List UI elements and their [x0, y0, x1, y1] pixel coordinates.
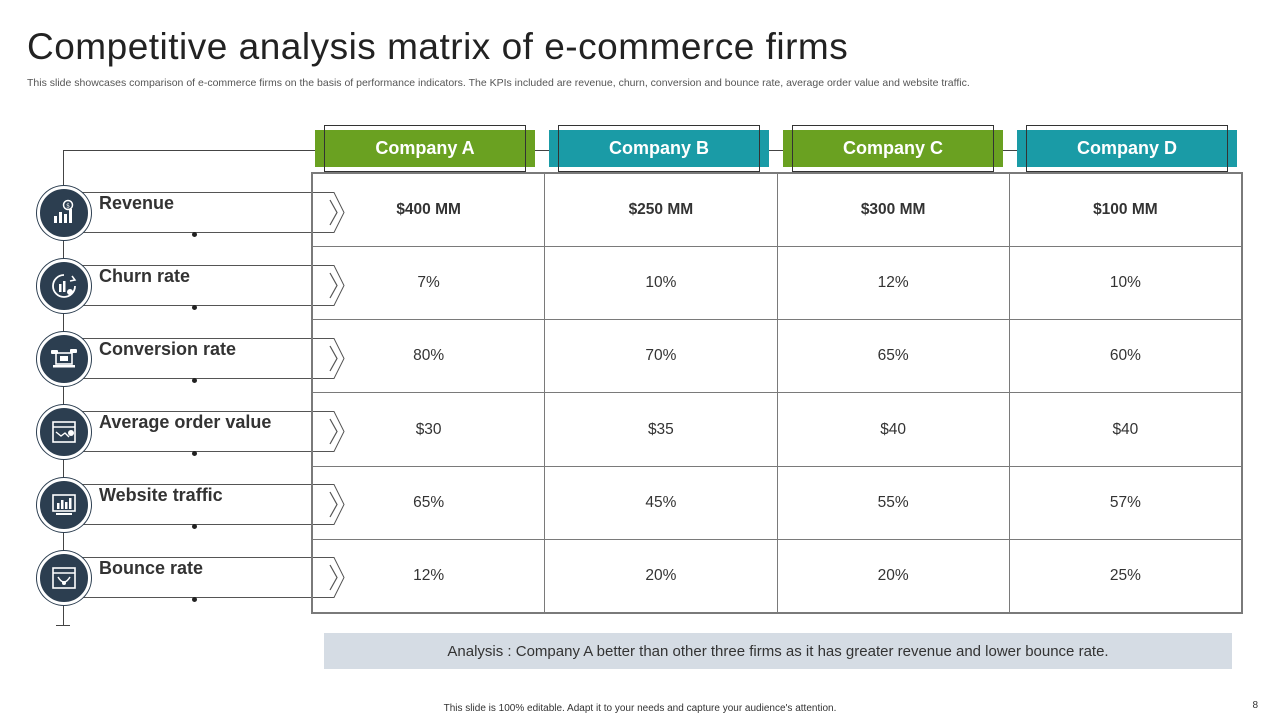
kpi-label: Revenue — [99, 193, 175, 213]
table-cell: 55% — [776, 465, 1010, 540]
table-cell: 20% — [776, 538, 1010, 614]
table-cell: 12% — [776, 246, 1010, 321]
kpi-label: Churn rate — [99, 266, 191, 286]
table-cell: 12% — [311, 538, 546, 614]
kpi-dot — [192, 597, 197, 602]
kpi-row-churn: Churn rate — [37, 259, 345, 313]
company-header-frame — [324, 125, 526, 172]
company-name: Company C — [842, 138, 943, 158]
company-name: Company B — [608, 138, 709, 158]
kpi-dot — [192, 232, 197, 237]
company-header-fill — [783, 130, 1003, 167]
kpi-row-revenue: $ Revenue — [37, 186, 345, 240]
monitor-traffic-icon — [37, 478, 91, 532]
company-name: Company A — [375, 138, 475, 158]
analysis-note: Analysis : Company A better than other t… — [324, 633, 1232, 669]
kpi-dot — [192, 378, 197, 383]
kpi-label: Average order value — [99, 412, 272, 432]
header-connector — [1003, 150, 1017, 151]
company-header-frame — [792, 125, 994, 172]
table-cell: $100 MM — [1008, 172, 1243, 248]
kpi-row-order-value: Average order value — [37, 405, 345, 459]
table-cell: $30 — [311, 392, 546, 467]
kpi-dot — [192, 451, 197, 456]
header-connector — [769, 150, 783, 151]
company-header-frame — [558, 125, 760, 172]
table-row: 7% 10% 12% 10% — [311, 246, 1243, 321]
kpi-row-bounce-rate: Bounce rate — [37, 551, 345, 605]
bounce-icon — [37, 551, 91, 605]
comparison-table: $400 MM $250 MM $300 MM $100 MM 7% 10% 1… — [311, 172, 1243, 614]
kpi-label: Conversion rate — [99, 339, 237, 359]
table-cell: 45% — [544, 465, 778, 540]
table-cell: 70% — [544, 319, 778, 394]
table-cell: 80% — [311, 319, 546, 394]
company-header-fill — [549, 130, 769, 167]
table-cell: 10% — [1008, 246, 1243, 321]
table-cell: $400 MM — [311, 172, 546, 248]
page-number: 8 — [1252, 700, 1258, 711]
slide-footer: This slide is 100% editable. Adapt it to… — [443, 703, 837, 714]
table-cell: $35 — [544, 392, 778, 467]
table-cell: $250 MM — [544, 172, 778, 248]
table-cell: 20% — [544, 538, 778, 614]
rail-end-cap — [56, 625, 70, 626]
company-header-c: Company C — [783, 125, 1003, 172]
header-connector — [535, 150, 549, 151]
kpi-row-website-traffic: Website traffic — [37, 478, 345, 532]
revenue-chart-icon: $ — [37, 186, 91, 240]
laptop-conversion-icon — [37, 332, 91, 386]
table-row: 80% 70% 65% 60% — [311, 319, 1243, 394]
table-row: $30 $35 $40 $40 — [311, 392, 1243, 467]
table-cell: $40 — [1008, 392, 1243, 467]
slide-title: Competitive analysis matrix of e-commerc… — [27, 26, 849, 67]
table-cell: $300 MM — [776, 172, 1010, 248]
kpi-rail — [63, 150, 64, 626]
churn-icon — [37, 259, 91, 313]
company-header-fill — [315, 130, 535, 167]
table-cell: 25% — [1008, 538, 1243, 614]
rail-top-connector — [63, 150, 317, 151]
slide-subtitle: This slide showcases comparison of e-com… — [27, 77, 970, 89]
table-cell: 57% — [1008, 465, 1243, 540]
company-header-d: Company D — [1017, 125, 1237, 172]
order-value-icon — [37, 405, 91, 459]
kpi-dot — [192, 524, 197, 529]
company-header-fill — [1017, 130, 1237, 167]
table-cell: 7% — [311, 246, 546, 321]
kpi-row-conversion: Conversion rate — [37, 332, 345, 386]
kpi-label: Website traffic — [99, 485, 223, 505]
svg-text:$: $ — [66, 203, 70, 210]
company-header-frame — [1026, 125, 1228, 172]
table-cell: 60% — [1008, 319, 1243, 394]
table-cell: 65% — [311, 465, 546, 540]
company-header-a: Company A — [315, 125, 535, 172]
company-name: Company D — [1076, 138, 1177, 158]
company-header-b: Company B — [549, 125, 769, 172]
table-cell: 65% — [776, 319, 1010, 394]
table-cell: $40 — [776, 392, 1010, 467]
table-row: 65% 45% 55% 57% — [311, 465, 1243, 540]
table-row: 12% 20% 20% 25% — [311, 538, 1243, 614]
table-cell: 10% — [544, 246, 778, 321]
table-row: $400 MM $250 MM $300 MM $100 MM — [311, 172, 1243, 248]
kpi-label: Bounce rate — [99, 558, 204, 578]
kpi-dot — [192, 305, 197, 310]
